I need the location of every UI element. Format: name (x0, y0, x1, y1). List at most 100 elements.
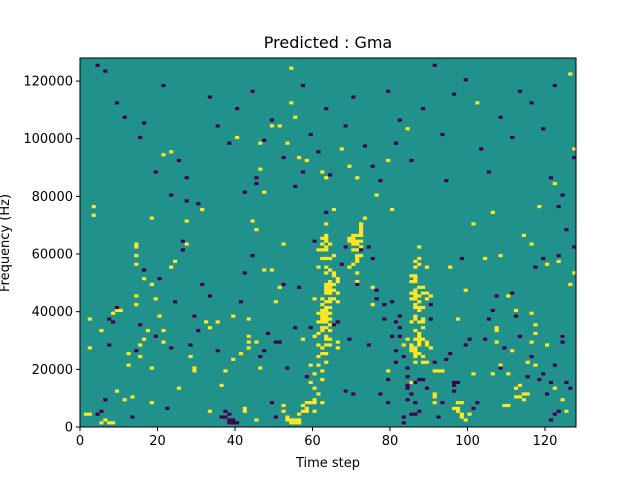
heatmap-cell-low (142, 121, 147, 125)
heatmap-cell-low (180, 248, 185, 252)
heatmap-cell-low (533, 265, 538, 269)
heatmap-cell-low (343, 124, 348, 128)
y-axis: 0 20000 40000 60000 80000 100000 120000 (23, 75, 80, 436)
heatmap-cell-low (95, 412, 100, 416)
heatmap-cell-high (424, 343, 430, 347)
heatmap-cell-high (324, 360, 329, 364)
heatmap-cell-low (188, 343, 193, 347)
heatmap-cell-high (335, 346, 340, 350)
heatmap-cell-low (227, 418, 232, 422)
heatmap-cell-low (297, 285, 302, 289)
heatmap-cell-high (324, 239, 329, 243)
heatmap-cell-high (359, 245, 364, 249)
heatmap-cell-high (316, 248, 321, 252)
heatmap-cell-high (459, 412, 464, 416)
heatmap-cell-low (494, 294, 499, 298)
heatmap-cell-low (548, 418, 554, 422)
heatmap-cell-high (320, 308, 325, 312)
heatmap-cell-low (560, 340, 565, 344)
heatmap-cell-low (130, 415, 135, 419)
heatmap-cell-high (359, 225, 364, 229)
heatmap-cell-low (223, 409, 228, 413)
heatmap-cell-high (111, 421, 116, 425)
heatmap-cell-low (231, 421, 236, 425)
heatmap-cell-low (378, 392, 383, 396)
heatmap-cell-high (498, 254, 503, 258)
heatmap-cell-low (269, 118, 275, 122)
heatmap-cell-high (351, 248, 356, 252)
heatmap-cell-high (300, 403, 306, 408)
heatmap-cell-high (417, 256, 422, 261)
heatmap-cell-low (293, 326, 298, 330)
heatmap-cell-high (413, 279, 418, 284)
heatmap-cell-low (401, 421, 406, 425)
heatmap-cell-high (421, 326, 426, 330)
heatmap-cell-low (374, 297, 379, 301)
heatmap-cell-low (250, 254, 255, 258)
heatmap-cell-low (153, 170, 158, 174)
heatmap-cell-high (328, 268, 333, 272)
heatmap-cell-high (304, 158, 309, 163)
heatmap-cell-high (417, 305, 422, 310)
heatmap-cell-high (324, 317, 329, 321)
heatmap-cell-low (471, 406, 476, 410)
heatmap-cell-low (316, 150, 321, 154)
heatmap-cell-high (417, 285, 422, 289)
heatmap-cell-low (510, 135, 515, 140)
heatmap-cell-low (432, 360, 437, 364)
heatmap-cell-high (242, 409, 247, 413)
heatmap-cell-high (312, 372, 317, 376)
heatmap-cell-high (324, 326, 329, 330)
heatmap-cell-high (545, 343, 550, 347)
heatmap-cell-low (452, 92, 457, 96)
heatmap-cell-high (347, 265, 352, 269)
heatmap-cell-low (269, 401, 275, 405)
heatmap-cell-high (409, 274, 414, 278)
heatmap-cell-low (254, 181, 259, 186)
heatmap-cell-high (142, 277, 147, 281)
heatmap-cell-low (180, 239, 185, 243)
heatmap-cell-high (134, 262, 139, 266)
heatmap-cell-high (324, 308, 329, 312)
heatmap-cell-low (114, 101, 120, 105)
heatmap-cell-low (254, 176, 259, 180)
heatmap-cell-high (254, 418, 259, 422)
heatmap-cell-high (370, 285, 375, 289)
heatmap-cell-high (328, 311, 333, 315)
heatmap-cell-high (324, 343, 329, 347)
heatmap-cell-high (347, 164, 352, 168)
heatmap-cell-high (521, 398, 526, 402)
heatmap-cell-low (250, 89, 255, 93)
heatmap-cell-high (300, 409, 306, 413)
heatmap-cell-high (324, 291, 329, 295)
heatmap-cell-high (145, 328, 151, 333)
chart-title: Predicted : Gma (264, 33, 392, 52)
heatmap-cell-high (192, 366, 197, 370)
heatmap-cell-high (320, 352, 325, 356)
heatmap-cell-low (552, 412, 557, 416)
heatmap-cell-low (459, 256, 464, 261)
heatmap-cell-high (161, 153, 166, 157)
heatmap-cell-high (413, 349, 418, 353)
heatmap-cell-high (277, 285, 282, 289)
heatmap-cell-high (328, 256, 333, 261)
heatmap-cell-low (328, 173, 333, 177)
heatmap-cell-low (207, 95, 213, 99)
heatmap-cell-high (455, 401, 461, 405)
heatmap-cell-high (525, 360, 530, 364)
heatmap-cell-high (409, 343, 414, 347)
heatmap-cell-low (300, 170, 306, 174)
heatmap-cell-low (467, 337, 472, 341)
heatmap-cell-high (455, 406, 461, 410)
heatmap-cell-high (324, 233, 329, 238)
heatmap-cell-low (366, 343, 371, 347)
heatmap-cell-high (297, 156, 302, 160)
heatmap-cell-low (382, 317, 387, 321)
heatmap-cell-high (308, 380, 313, 385)
heatmap-cell-low (490, 308, 495, 312)
heatmap-cell-low (304, 375, 309, 379)
heatmap-cell-high (417, 294, 422, 298)
heatmap-cell-high (417, 343, 422, 347)
heatmap-cell-low (452, 380, 457, 385)
heatmap-cell-high (494, 326, 499, 330)
